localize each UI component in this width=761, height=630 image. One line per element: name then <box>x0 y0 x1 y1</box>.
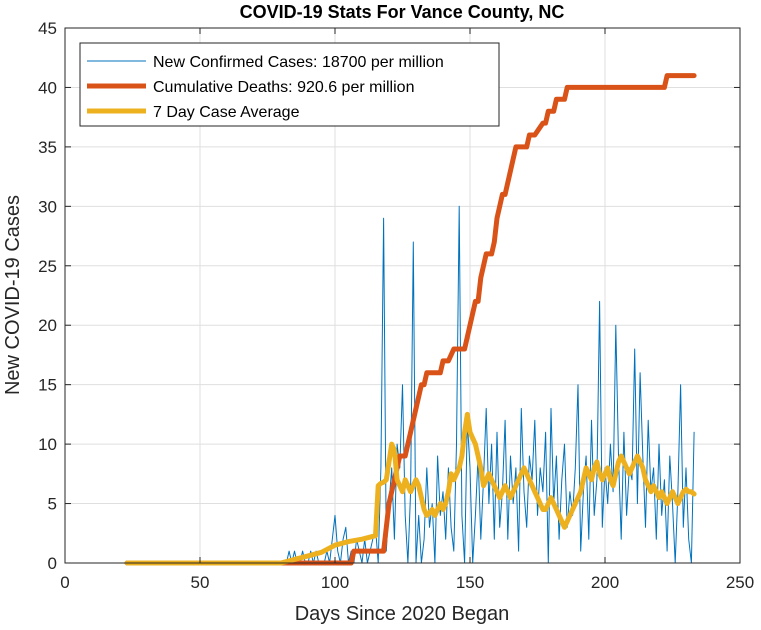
plot-box <box>64 27 741 564</box>
y-tick-label: 35 <box>38 138 57 157</box>
y-axis-label: New COVID-19 Cases <box>2 195 24 395</box>
legend-box <box>79 42 500 127</box>
x-axis-ticks: 0 50 100 150 200 250 <box>60 28 754 592</box>
legend: New Confirmed Cases: 18700 per million Cu… <box>79 42 500 127</box>
legend-label-new-confirmed-cases: New Confirmed Cases: 18700 per million <box>153 54 444 71</box>
series-line-cumulative-deaths <box>124 73 697 566</box>
legend-entries: New Confirmed Cases: 18700 per million Cu… <box>87 54 444 121</box>
series-line-seven-day-case-average <box>124 411 697 566</box>
legend-label-seven-day-case-average: 7 Day Case Average <box>153 104 300 121</box>
legend-label-cumulative-deaths: Cumulative Deaths: 920.6 per million <box>153 79 414 96</box>
x-axis-label: Days Since 2020 Began <box>295 603 510 625</box>
x-tick-label: 250 <box>726 573 754 592</box>
y-tick-label: 40 <box>38 78 57 97</box>
series-layer <box>124 73 697 566</box>
y-axis-ticks: 0 5 10 15 20 25 30 35 40 45 <box>38 19 740 573</box>
y-tick-label: 10 <box>38 435 57 454</box>
y-tick-label: 45 <box>38 19 57 38</box>
x-tick-label: 200 <box>591 573 619 592</box>
x-tick-label: 150 <box>456 573 484 592</box>
y-tick-label: 0 <box>48 554 57 573</box>
x-tick-label: 50 <box>191 573 210 592</box>
chart-title: COVID-19 Stats For Vance County, NC <box>240 2 565 22</box>
y-tick-label: 20 <box>38 316 57 335</box>
x-tick-label: 100 <box>321 573 349 592</box>
x-tick-label: 0 <box>60 573 69 592</box>
y-tick-label: 25 <box>38 257 57 276</box>
series-line-new-confirmed-cases <box>126 205 695 564</box>
y-tick-label: 5 <box>48 495 57 514</box>
y-tick-label: 15 <box>38 376 57 395</box>
y-tick-label: 30 <box>38 197 57 216</box>
